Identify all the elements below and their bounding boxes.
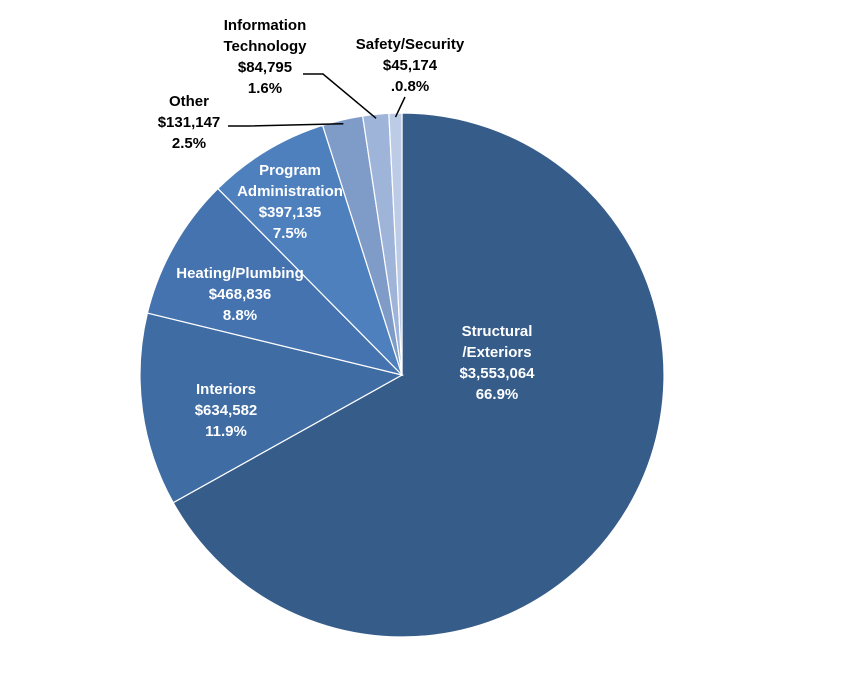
pie-slices	[139, 112, 665, 638]
pie-slice-interiors	[139, 312, 404, 504]
slice-label-program-administration: Program Administration $397,135 7.5%	[237, 162, 343, 242]
pie-slice-heating-plumbing	[146, 187, 404, 377]
slice-label-heating-plumbing: Heating/Plumbing $468,836 8.8%	[176, 265, 304, 324]
slice-labels: Structural/Exteriors $3,553,064 66.9% Inter…	[158, 17, 535, 440]
leader-lines	[228, 73, 406, 127]
slice-label-structural-exteriors: Structural/Exteriors $3,553,064 66.9%	[459, 323, 535, 403]
pie-slice-program-administration	[217, 124, 403, 376]
slice-label-interiors: Interiors $634,582 11.9%	[195, 381, 258, 440]
leader-line-information-technology	[303, 73, 377, 119]
pie-slice-safety-security	[388, 112, 403, 376]
pie-slice-structural-exteriors	[172, 112, 665, 638]
slice-label-other: Other $131,147 2.5%	[158, 93, 221, 152]
leader-line-safety-security	[394, 96, 406, 118]
slice-label-safety-security: Safety/Security $45,174.0.8%	[356, 36, 465, 95]
slice-label-information-technology: Information Technology $84,795 1.6%	[223, 17, 307, 97]
leader-line-other	[228, 123, 344, 127]
